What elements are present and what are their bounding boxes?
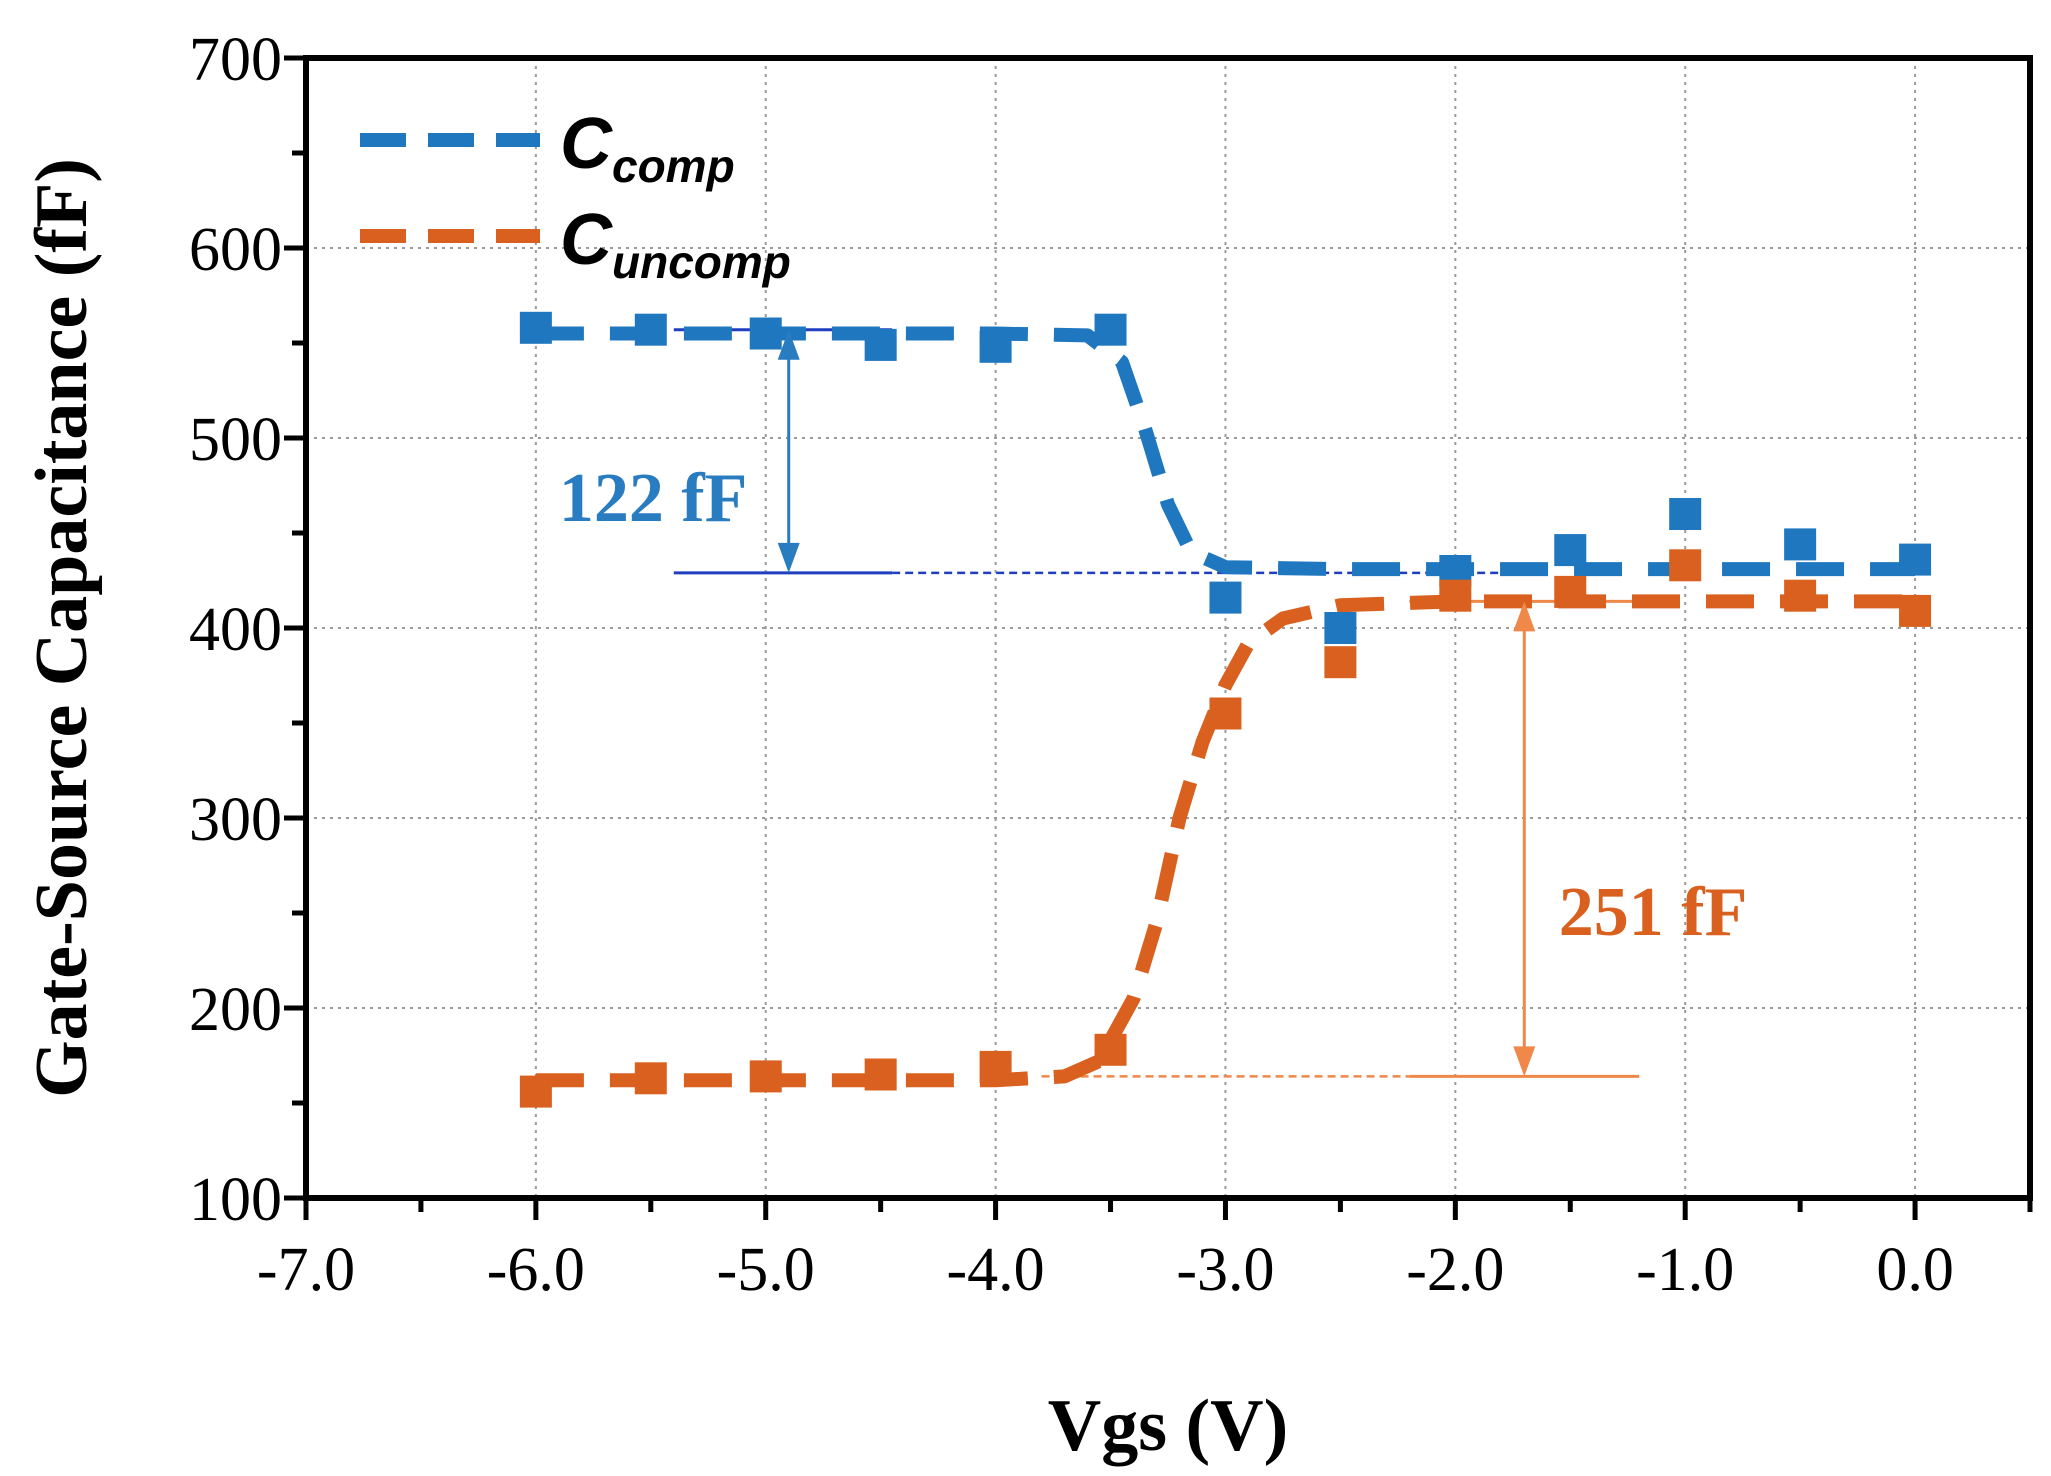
point-uncomp xyxy=(864,1058,897,1091)
grid-lines xyxy=(306,58,2030,1198)
point-uncomp xyxy=(634,1062,667,1095)
point-uncomp xyxy=(749,1060,782,1093)
x-tick-label: -1.0 xyxy=(1636,1236,1734,1304)
legend-label-main: C xyxy=(560,200,613,280)
x-tick-label: -3.0 xyxy=(1176,1236,1274,1304)
point-comp xyxy=(749,317,782,350)
annotation-label: 122 fF xyxy=(559,460,748,537)
point-uncomp xyxy=(1554,575,1587,608)
point-comp xyxy=(1094,313,1127,346)
x-tick-label: -7.0 xyxy=(257,1236,355,1304)
y-tick-labels: 100 200 300 400 500 600 700 xyxy=(189,26,282,1234)
y-tick-label: 300 xyxy=(189,786,282,854)
data-markers xyxy=(519,311,1932,1108)
arrow-comp-head-top xyxy=(777,329,800,360)
annotation-label: 251 fF xyxy=(1559,874,1748,951)
point-uncomp xyxy=(1209,697,1242,730)
point-uncomp xyxy=(1439,579,1472,612)
point-uncomp xyxy=(979,1050,1012,1083)
point-comp xyxy=(864,328,897,361)
point-uncomp xyxy=(1899,594,1932,627)
point-comp xyxy=(1554,534,1587,567)
point-comp xyxy=(979,330,1012,363)
axis-ticks xyxy=(284,55,2033,1220)
x-tick-label: -6.0 xyxy=(487,1236,585,1304)
y-tick-label: 700 xyxy=(189,26,282,94)
point-uncomp xyxy=(1784,579,1817,612)
x-tick-label: 0.0 xyxy=(1876,1236,1954,1304)
y-tick-label: 200 xyxy=(189,976,282,1044)
point-comp xyxy=(519,311,552,344)
x-tick-label: -4.0 xyxy=(947,1236,1045,1304)
legend-label-subscript: uncomp xyxy=(612,236,791,288)
point-comp xyxy=(1209,581,1242,614)
y-tick-label: 400 xyxy=(189,596,282,664)
point-comp xyxy=(634,313,667,346)
x-axis-title: Vgs (V) xyxy=(1048,1385,1288,1467)
legend-label-subscript: comp xyxy=(612,140,735,192)
point-uncomp xyxy=(1094,1033,1127,1066)
point-uncomp xyxy=(519,1075,552,1108)
arrow-comp-head-bottom xyxy=(777,542,800,573)
point-comp xyxy=(1669,498,1702,530)
point-uncomp xyxy=(1669,549,1702,582)
point-comp xyxy=(1324,612,1357,644)
annotation-labels: 122 fF 251 fF xyxy=(559,460,1747,951)
legend-label: Cuncomp xyxy=(560,200,791,288)
point-comp xyxy=(1899,543,1932,576)
arrow-uncomp-head-top xyxy=(1513,601,1536,632)
y-tick-label: 100 xyxy=(189,1166,282,1234)
legend-label: Ccomp xyxy=(560,104,735,192)
point-uncomp xyxy=(1324,646,1357,679)
y-tick-label: 500 xyxy=(189,406,282,474)
annotation-arrows xyxy=(777,329,1536,1077)
arrow-uncomp-head-bottom xyxy=(1513,1046,1536,1077)
x-tick-labels: -7.0 -6.0 -5.0 -4.0 -3.0 -2.0 -1.0 0.0 xyxy=(257,1236,1954,1304)
y-tick-label: 600 xyxy=(189,216,282,284)
x-tick-label: -5.0 xyxy=(717,1236,815,1304)
legend-label-main: C xyxy=(560,104,613,184)
y-axis-title: Gate-Source Capacitance (fF) xyxy=(21,158,103,1098)
x-tick-label: -2.0 xyxy=(1406,1236,1504,1304)
point-comp xyxy=(1784,528,1817,561)
